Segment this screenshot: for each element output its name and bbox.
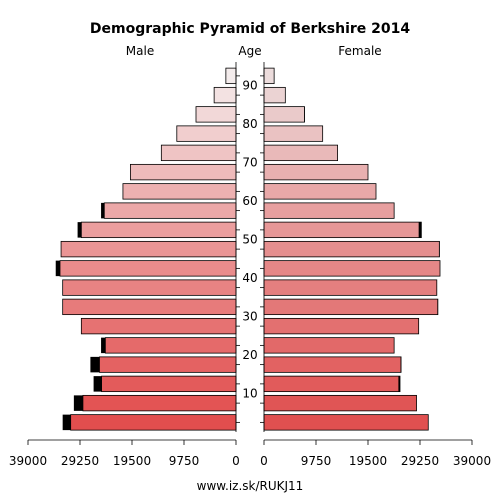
axes-layer: 10 20 30 40 50 60 70 80 90 39000 29250 19500 9750 0 0 9…	[9, 62, 491, 468]
female-x-tick-label: 9750	[301, 454, 332, 468]
male-excess-0-4	[62, 414, 71, 431]
male-bar-80-84	[195, 106, 237, 123]
male-bar-70-74	[160, 144, 237, 162]
male-bar-50-54	[80, 221, 237, 239]
age-tick-label: 30	[242, 310, 257, 324]
chart-title: Demographic Pyramid of Berkshire 2014	[90, 21, 410, 37]
male-bar-60-64	[122, 183, 237, 200]
female-bar-55-59	[263, 202, 395, 219]
male-excess-20-24	[101, 337, 106, 354]
age-tick-label: 90	[242, 79, 257, 93]
female-bar-15-19	[263, 356, 402, 373]
female-bar-60-64	[263, 183, 377, 200]
male-bar-10-14	[101, 375, 237, 393]
male-excess-55-59	[101, 202, 105, 219]
male-bar-90+	[225, 67, 237, 85]
female-x-tick-label: 29250	[401, 454, 439, 468]
male-bar-55-59	[103, 202, 237, 219]
age-tick-label: 40	[242, 271, 257, 285]
female-bar-25-29	[263, 317, 420, 335]
male-excess-5-9	[73, 395, 83, 411]
age-tick-label: 60	[242, 194, 257, 208]
female-bar-30-34	[263, 298, 439, 316]
male-x-tick-label: 19500	[113, 454, 151, 468]
age-tick-label: 70	[242, 156, 257, 170]
male-bar-85-89	[213, 86, 237, 104]
female-excess-10-14	[398, 376, 400, 392]
female-excess-50-54	[418, 222, 422, 238]
male-bar-30-34	[62, 298, 237, 316]
male-bar-35-39	[62, 279, 237, 296]
bars-layer	[55, 67, 441, 431]
source-url: www.iz.sk/RUKJ11	[197, 479, 304, 493]
age-label: Age	[238, 44, 261, 58]
male-excess-15-19	[90, 356, 100, 373]
male-bar-20-24	[104, 337, 237, 354]
female-bar-40-44	[263, 260, 441, 277]
male-excess-40-44	[55, 260, 60, 277]
age-tick-label: 20	[242, 348, 257, 362]
male-x-tick-label: 0	[232, 454, 240, 468]
female-bar-45-49	[263, 240, 440, 258]
female-bar-10-14	[263, 375, 401, 393]
male-bar-0-4	[70, 414, 237, 431]
female-bar-75-79	[263, 125, 324, 142]
female-bar-5-9	[263, 394, 417, 412]
female-bar-35-39	[263, 279, 438, 296]
male-bar-15-19	[99, 356, 237, 373]
female-bar-0-4	[263, 414, 429, 431]
male-bar-65-69	[129, 163, 237, 181]
female-bar-80-84	[263, 106, 305, 123]
female-excess-80-84	[304, 106, 305, 123]
female-bar-90+	[263, 67, 275, 85]
female-bar-20-24	[263, 337, 395, 354]
male-bar-40-44	[59, 260, 237, 277]
male-excess-50-54	[77, 222, 82, 238]
male-x-tick-label: 9750	[169, 454, 200, 468]
age-tick-label: 10	[242, 387, 257, 401]
female-bar-50-54	[263, 221, 422, 239]
male-bar-45-49	[60, 240, 237, 258]
male-bar-5-9	[82, 394, 237, 412]
female-excess-15-19	[400, 356, 402, 373]
female-bar-70-74	[263, 144, 338, 162]
female-excess-45-49	[438, 241, 440, 257]
male-bar-25-29	[80, 317, 237, 335]
female-bar-85-89	[263, 86, 286, 104]
female-x-tick-label: 39000	[453, 454, 491, 468]
male-bar-75-79	[176, 125, 237, 142]
age-tick-label: 50	[242, 233, 257, 247]
male-x-tick-label: 29250	[61, 454, 99, 468]
male-x-tick-label: 39000	[9, 454, 47, 468]
female-bar-65-69	[263, 163, 369, 181]
female-excess-30-34	[437, 299, 438, 315]
male-label: Male	[126, 44, 154, 58]
male-excess-10-14	[93, 376, 102, 392]
female-x-tick-label: 19500	[349, 454, 387, 468]
female-label: Female	[338, 44, 381, 58]
age-tick-label: 80	[242, 117, 257, 131]
female-x-tick-label: 0	[260, 454, 268, 468]
